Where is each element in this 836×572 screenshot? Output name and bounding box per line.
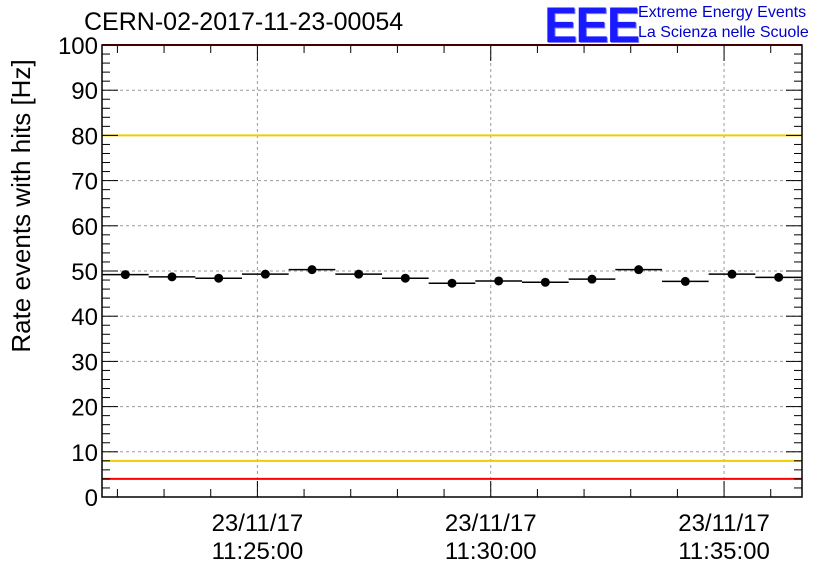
data-marker-0	[120, 270, 130, 280]
data-point-0	[102, 270, 149, 280]
y-tick-label-70: 70	[71, 169, 98, 196]
data-point-2	[195, 273, 242, 283]
data-point-14	[755, 272, 802, 282]
data-point-7	[428, 278, 476, 288]
data-marker-1	[167, 272, 177, 282]
data-point-1	[148, 272, 196, 282]
eee-logo: EEE Extreme Energy Events La Scienza nel…	[544, 0, 834, 53]
x-tick-date-1: 23/11/17	[445, 510, 537, 537]
x-tick-time-0: 11:25:00	[212, 538, 304, 565]
data-marker-6	[400, 273, 410, 283]
y-tick-label-0: 0	[85, 485, 98, 512]
data-point-5	[335, 269, 382, 279]
x-tick-date-0: 23/11/17	[212, 510, 304, 537]
x-tick-time-2: 11:35:00	[678, 538, 770, 565]
y-tick-label-10: 10	[71, 440, 98, 467]
data-marker-13	[727, 269, 737, 279]
data-marker-12	[680, 276, 690, 286]
data-point-13	[708, 269, 756, 279]
x-tick-time-1: 11:30:00	[445, 538, 537, 565]
data-point-8	[475, 276, 522, 286]
data-marker-8	[494, 276, 504, 286]
data-point-9	[522, 277, 569, 287]
y-tick-label-80: 80	[71, 123, 98, 150]
data-marker-7	[447, 278, 457, 288]
grid-lines	[102, 45, 802, 497]
axis-ticks	[102, 44, 802, 498]
y-tick-label-40: 40	[71, 304, 98, 331]
data-marker-3	[260, 269, 270, 279]
data-marker-5	[354, 269, 364, 279]
y-tick-labels: 0 10 20 30 40 50 60 70 80 90 100	[58, 33, 98, 512]
chart-title: CERN-02-2017-11-23-00054	[84, 8, 404, 36]
data-marker-4	[307, 265, 317, 275]
y-axis-label: Rate events with hits [Hz]	[6, 59, 36, 352]
data-marker-2	[214, 273, 224, 283]
data-point-10	[568, 274, 616, 284]
x-tick-date-2: 23/11/17	[678, 510, 770, 537]
reference-lines	[102, 44, 802, 480]
x-tick-labels: 23/11/1711:25:0023/11/1711:30:0023/11/17…	[212, 510, 770, 565]
data-point-11	[615, 265, 662, 275]
data-marker-9	[540, 277, 550, 287]
data-point-12	[662, 276, 709, 286]
y-tick-label-100: 100	[58, 33, 98, 60]
y-tick-label-60: 60	[71, 214, 98, 241]
data-point-6	[382, 273, 429, 283]
y-tick-label-50: 50	[71, 259, 98, 286]
data-marker-11	[634, 265, 644, 275]
data-points	[102, 265, 802, 288]
y-tick-label-30: 30	[71, 349, 98, 376]
data-marker-10	[587, 274, 597, 284]
data-marker-14	[774, 272, 784, 282]
y-tick-label-20: 20	[71, 395, 98, 422]
logo-line-2: La Scienza nelle Scuole	[638, 24, 809, 41]
data-point-3	[242, 269, 289, 279]
logo-line-1: Extreme Energy Events	[638, 4, 807, 21]
y-tick-label-90: 90	[71, 78, 98, 105]
data-point-4	[288, 265, 336, 275]
